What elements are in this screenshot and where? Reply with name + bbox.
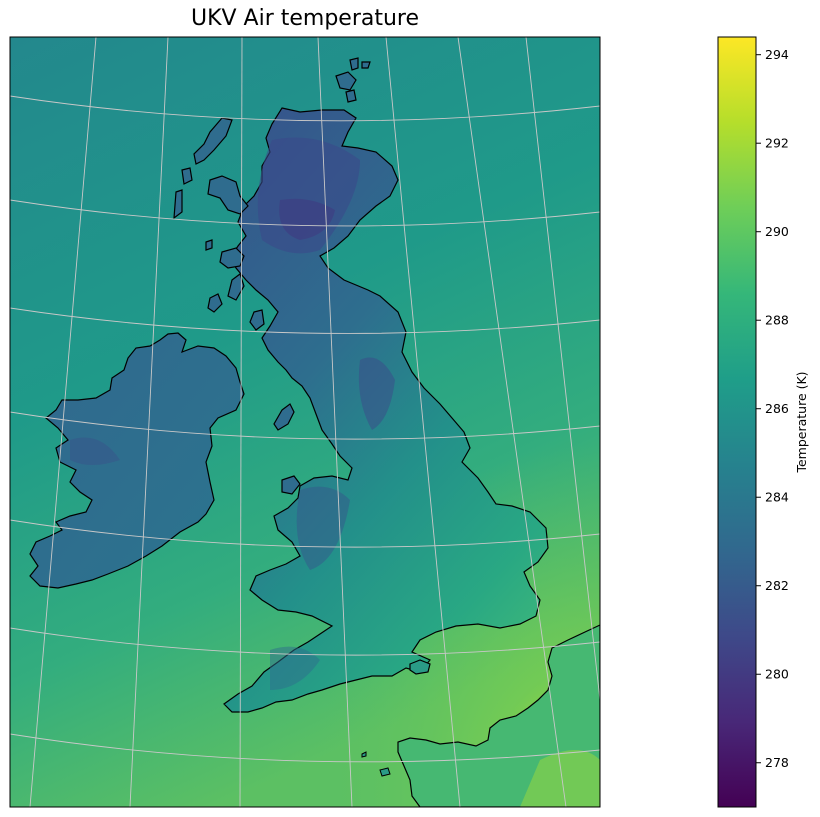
gridline-lon [129, 37, 169, 807]
colorbar-tick-label: 278 [765, 755, 789, 770]
anglesey [281, 475, 301, 495]
jura [227, 273, 245, 301]
colorbar: 278 280 282 284 286 288 290 292 294 Temperature … [717, 36, 809, 808]
colorbar-tick-label: 284 [765, 490, 789, 505]
colorbar-tick-label: 286 [765, 401, 789, 416]
gridline-lon [29, 37, 97, 807]
colorbar-label: Temperature (K) [794, 371, 809, 473]
isle-of-man [273, 403, 295, 431]
gridline-lon [239, 37, 243, 807]
channel-island [379, 767, 391, 777]
colorbar-tick-label: 292 [765, 136, 789, 151]
gridline-lat [10, 411, 600, 440]
colorbar-tick-label: 282 [765, 578, 789, 593]
colorbar-ramp [717, 36, 757, 808]
colorbar-ticks: 278 280 282 284 286 288 290 292 294 [756, 47, 789, 770]
colorbar-tick-label: 294 [765, 47, 789, 62]
map-frame [9, 36, 601, 808]
map-area [10, 37, 600, 807]
orkney [335, 71, 357, 91]
gridline-lat [10, 519, 600, 548]
gridline-lat [10, 199, 600, 227]
gridline-lon [525, 37, 600, 701]
ireland-landmass [29, 332, 245, 589]
gridline-lat [10, 733, 600, 763]
skye [207, 175, 249, 215]
islay [207, 293, 223, 313]
isle-of-wight [409, 659, 431, 675]
map-title: UKV Air temperature [190, 6, 420, 31]
colorbar-tick-label: 280 [765, 667, 789, 682]
gridline-lat [10, 307, 600, 334]
gridline-lat [10, 95, 600, 122]
gridline-lat [10, 627, 600, 656]
colorbar-tick-label: 290 [765, 224, 789, 239]
mull [219, 247, 245, 269]
gridlines [10, 37, 600, 807]
arran [249, 309, 265, 331]
gridline-lon [317, 37, 353, 807]
gridline-lon [385, 37, 461, 807]
outer-hebrides [193, 117, 233, 165]
gridline-lon [457, 37, 567, 807]
colorbar-tick-label: 288 [765, 313, 789, 328]
